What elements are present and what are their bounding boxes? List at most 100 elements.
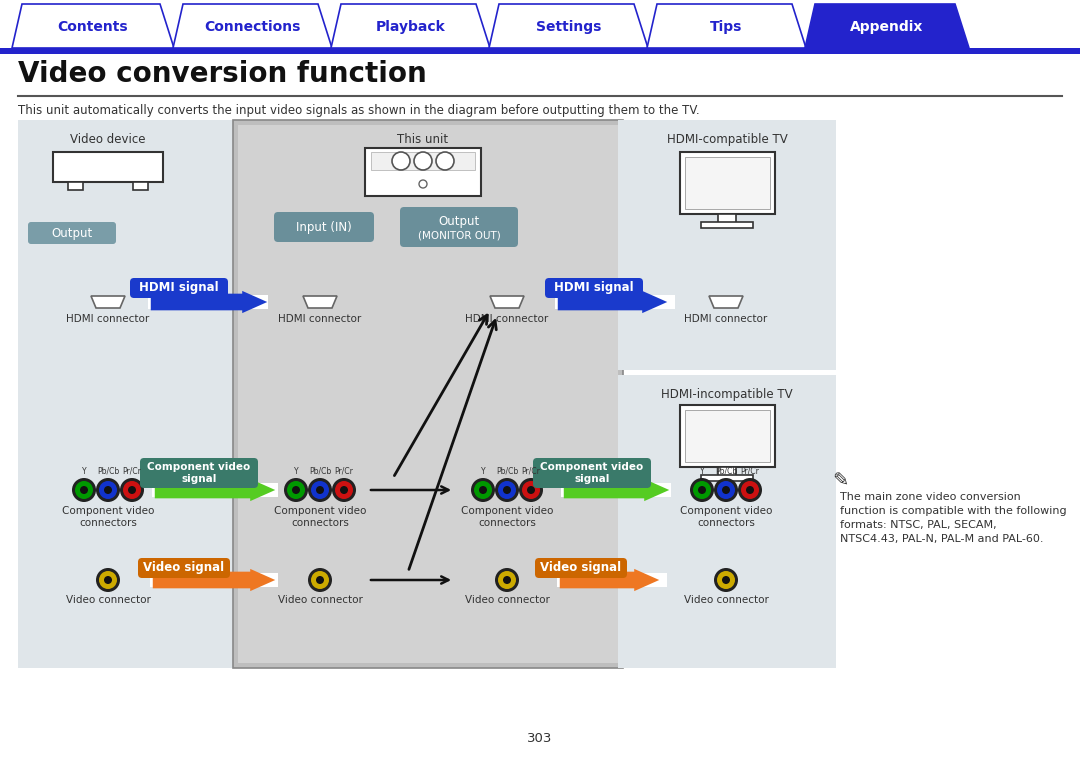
Text: HDMI-compatible TV: HDMI-compatible TV [666,133,787,146]
Text: Video conversion function: Video conversion function [18,60,427,88]
Polygon shape [805,4,969,48]
Polygon shape [490,296,524,308]
Circle shape [519,478,543,502]
Text: Playback: Playback [376,20,445,34]
Bar [68,182,83,190]
Circle shape [714,478,738,502]
Text: connectors: connectors [478,518,536,528]
Circle shape [741,481,759,499]
Bar [701,222,753,228]
FancyBboxPatch shape [138,558,230,578]
Text: The main zone video conversion
function is compatible with the following
formats: The main zone video conversion function … [840,492,1067,544]
Text: Component video: Component video [461,506,553,516]
Bar [18,120,237,668]
Bar [680,152,775,214]
Text: connectors: connectors [292,518,349,528]
Text: Connections: Connections [204,20,300,34]
Bar [0,48,1080,54]
Circle shape [75,481,93,499]
FancyArrowPatch shape [559,569,659,591]
Text: Output: Output [438,215,480,228]
Polygon shape [647,4,806,48]
FancyBboxPatch shape [400,207,518,247]
Polygon shape [303,296,337,308]
FancyBboxPatch shape [28,222,116,244]
Circle shape [503,486,511,494]
Circle shape [495,568,519,592]
Circle shape [717,481,735,499]
Text: Pb/Cb: Pb/Cb [715,467,738,476]
Circle shape [746,486,754,494]
Text: Output: Output [52,227,93,240]
Circle shape [311,481,329,499]
Bar [133,182,148,190]
Text: Pr/Cr: Pr/Cr [335,467,353,476]
Circle shape [474,481,492,499]
FancyArrowPatch shape [564,479,670,501]
Text: (MONITOR OUT): (MONITOR OUT) [418,231,500,241]
FancyBboxPatch shape [140,458,258,488]
Bar [372,152,475,170]
Text: Component video: Component video [62,506,154,516]
Bar [150,573,278,587]
FancyBboxPatch shape [130,278,228,298]
FancyArrowPatch shape [154,479,275,501]
Text: Video device: Video device [70,133,146,146]
Circle shape [308,478,332,502]
Circle shape [693,481,711,499]
Circle shape [284,478,308,502]
Circle shape [723,486,730,494]
Circle shape [471,478,495,502]
Polygon shape [708,296,743,308]
Text: Pb/Cb: Pb/Cb [97,467,119,476]
Circle shape [316,486,324,494]
Text: Pr/Cr: Pr/Cr [122,467,141,476]
Text: ✎: ✎ [832,472,848,491]
Text: Y: Y [481,467,485,476]
Bar [618,120,836,370]
Bar [701,475,753,481]
Circle shape [495,478,519,502]
Text: Y: Y [700,467,704,476]
Text: This unit automatically converts the input video signals as shown in the diagram: This unit automatically converts the inp… [18,104,700,117]
Circle shape [99,481,117,499]
Bar [233,120,623,668]
Circle shape [123,481,141,499]
Polygon shape [489,4,648,48]
Circle shape [717,571,735,589]
Polygon shape [330,4,490,48]
FancyBboxPatch shape [545,278,643,298]
Circle shape [129,486,136,494]
Text: Y: Y [294,467,298,476]
Text: connectors: connectors [697,518,755,528]
Circle shape [80,486,87,494]
Bar [555,295,675,309]
Circle shape [96,568,120,592]
Text: HDMI connector: HDMI connector [66,314,150,324]
Circle shape [698,486,706,494]
Circle shape [335,481,353,499]
Circle shape [522,481,540,499]
FancyArrowPatch shape [152,569,275,591]
Text: Video connector: Video connector [464,595,550,605]
Circle shape [527,486,535,494]
Text: Y: Y [82,467,86,476]
Text: Component video
signal: Component video signal [540,462,644,484]
Text: Component video: Component video [679,506,772,516]
Circle shape [498,571,516,589]
FancyBboxPatch shape [274,212,374,242]
Circle shape [480,486,487,494]
Circle shape [714,568,738,592]
FancyArrowPatch shape [151,291,267,313]
Polygon shape [91,296,125,308]
Circle shape [316,576,324,584]
Text: Video connector: Video connector [66,595,150,605]
Text: Pr/Cr: Pr/Cr [741,467,759,476]
Text: Settings: Settings [536,20,602,34]
Circle shape [120,478,144,502]
Circle shape [392,152,410,170]
Text: HDMI connector: HDMI connector [685,314,768,324]
Circle shape [436,152,454,170]
Text: Input (IN): Input (IN) [296,221,352,234]
Circle shape [723,576,730,584]
